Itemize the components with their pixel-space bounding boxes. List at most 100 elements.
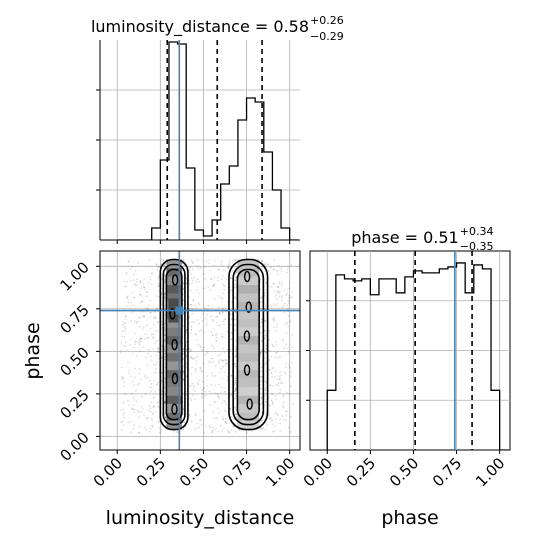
- scatter-point: [277, 285, 280, 288]
- scatter-point: [234, 413, 237, 416]
- scatter-point: [146, 291, 149, 293]
- density-cell: [237, 285, 260, 294]
- scatter-point: [134, 332, 137, 335]
- scatter-point: [127, 422, 130, 424]
- scatter-point: [203, 266, 206, 269]
- scatter-point: [234, 377, 237, 380]
- scatter-point: [137, 316, 140, 319]
- scatter-point: [261, 260, 264, 263]
- scatter-point: [135, 284, 138, 287]
- scatter-point: [134, 389, 137, 392]
- scatter-point: [198, 330, 201, 333]
- scatter-point: [135, 355, 138, 357]
- scatter-point: [285, 331, 288, 334]
- scatter-point: [200, 424, 203, 426]
- scatter-point: [226, 349, 229, 351]
- scatter-point: [259, 301, 262, 304]
- scatter-point: [233, 384, 236, 386]
- scatter-point: [153, 371, 156, 374]
- scatter-point: [282, 394, 285, 397]
- scatter-point: [277, 286, 279, 289]
- hist2d-contours: [159, 258, 269, 431]
- scatter-point: [285, 410, 288, 413]
- scatter-point: [123, 381, 125, 384]
- y-tick-label: 0.00: [56, 428, 92, 464]
- scatter-point: [123, 336, 126, 338]
- scatter-point: [281, 415, 284, 417]
- scatter-point: [210, 278, 213, 280]
- scatter-point: [160, 380, 163, 382]
- scatter-point: [291, 362, 293, 364]
- scatter-point: [199, 368, 202, 371]
- scatter-point: [289, 367, 292, 369]
- scatter-point: [264, 305, 267, 307]
- scatter-point: [278, 282, 281, 285]
- hist2-title-upper: +0.34: [460, 225, 494, 238]
- scatter-point: [124, 322, 127, 325]
- scatter-point: [208, 360, 210, 363]
- scatter-point: [229, 348, 232, 351]
- scatter-point: [129, 279, 132, 282]
- scatter-point: [213, 298, 216, 300]
- scatter-point: [147, 352, 150, 355]
- scatter-point: [137, 261, 140, 264]
- scatter-point: [204, 307, 206, 310]
- scatter-point: [152, 336, 155, 339]
- scatter-point: [121, 376, 124, 379]
- scatter-point: [220, 263, 222, 265]
- x-tick-label: 0.75: [219, 454, 255, 490]
- scatter-point: [192, 298, 195, 301]
- scatter-point: [133, 340, 136, 343]
- scatter-point: [120, 429, 123, 431]
- scatter-point: [270, 266, 272, 269]
- scatter-point: [182, 371, 185, 374]
- scatter-point: [229, 313, 232, 316]
- hist2-quantiles: [354, 251, 473, 450]
- scatter-point: [263, 319, 266, 322]
- scatter-point: [158, 431, 161, 434]
- scatter-point: [276, 269, 279, 272]
- scatter-point: [264, 389, 267, 391]
- scatter-point: [224, 400, 227, 403]
- scatter-point: [219, 353, 222, 356]
- scatter-point: [286, 321, 288, 324]
- scatter-point: [120, 421, 123, 424]
- scatter-point: [207, 304, 210, 307]
- scatter-point: [127, 400, 129, 402]
- scatter-point: [127, 369, 130, 372]
- contour-island: [171, 403, 178, 415]
- scatter-point: [274, 304, 277, 307]
- scatter-point: [210, 331, 213, 334]
- scatter-point: [292, 403, 294, 405]
- scatter-point: [233, 324, 236, 327]
- scatter-point: [265, 344, 268, 347]
- scatter-point: [200, 348, 203, 351]
- scatter-point: [133, 411, 136, 413]
- scatter-point: [133, 383, 135, 386]
- contour-island: [243, 270, 251, 283]
- truth-marker: [175, 306, 184, 315]
- scatter-point: [211, 318, 214, 321]
- scatter-point: [272, 367, 274, 370]
- scatter-point: [190, 399, 193, 402]
- scatter-point: [271, 401, 274, 404]
- scatter-point: [212, 375, 214, 377]
- scatter-point: [217, 354, 219, 357]
- scatter-point: [214, 364, 217, 367]
- scatter-point: [260, 340, 263, 343]
- scatter-point: [138, 431, 140, 434]
- scatter-point: [196, 264, 199, 267]
- scatter-point: [139, 301, 142, 304]
- scatter-point: [213, 400, 216, 403]
- scatter-point: [131, 407, 134, 410]
- scatter-point: [285, 343, 287, 346]
- scatter-point: [290, 264, 293, 267]
- scatter-point: [204, 353, 206, 356]
- scatter-point: [252, 429, 254, 432]
- scatter-point: [138, 425, 141, 428]
- scatter-point: [140, 287, 143, 290]
- scatter-point: [157, 265, 160, 268]
- contour-level: [165, 268, 183, 421]
- scatter-point: [144, 333, 147, 336]
- density-cell: [166, 276, 182, 286]
